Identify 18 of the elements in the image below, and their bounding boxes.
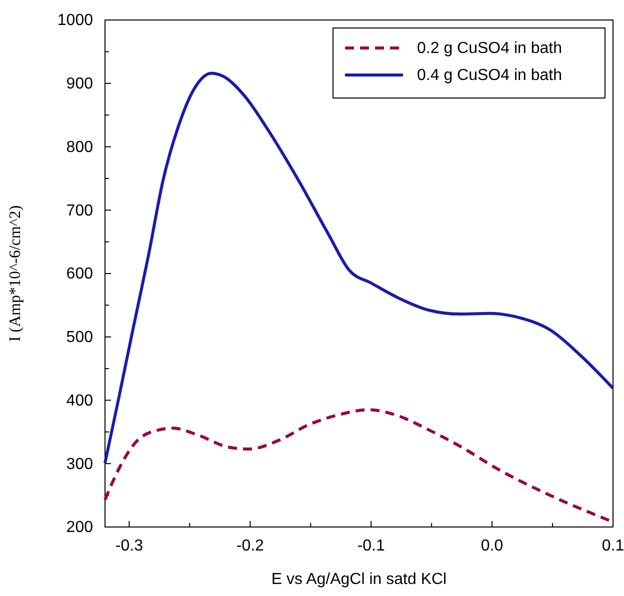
y-tick-label: 800 [66,138,94,156]
x-tick-label: 0.1 [602,537,624,554]
y-tick-label: 600 [66,266,94,283]
x-tick-label: -0.2 [236,537,264,554]
y-tick-label: 400 [66,392,94,410]
legend-label: 0.2 g CuSO4 in bath [417,40,562,57]
x-tick-label: 0.0 [480,537,504,554]
x-tick-label: -0.3 [115,537,144,554]
y-tick-label: 500 [66,328,94,346]
x-axis-title: E vs Ag/AgCl in satd KCl [271,571,447,588]
y-axis-title: I (Amp*10^-6/cm^2) [7,205,24,342]
x-tick-label: -0.1 [357,537,385,554]
legend-label: 0.4 g CuSO4 in bath [417,67,562,84]
y-tick-label: 200 [66,519,94,536]
y-tick-label: 700 [66,202,94,220]
y-tick-label: 900 [66,75,94,92]
y-tick-label: 1000 [57,12,94,30]
y-tick-label: 300 [66,456,94,473]
